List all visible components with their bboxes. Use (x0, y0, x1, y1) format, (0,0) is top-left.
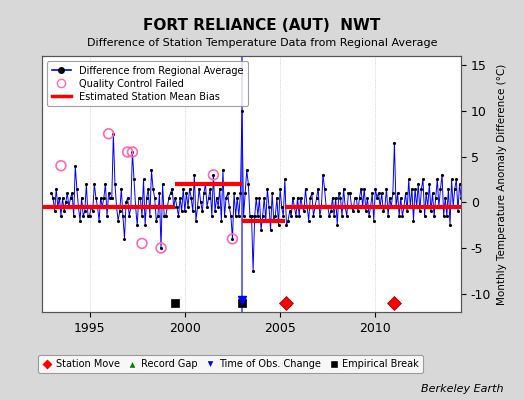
Point (57, 162, 65, 169)
Point (138, 240, 146, 247)
Point (209, 172, 217, 178)
Text: FORT RELIANCE (AUT)  NWT: FORT RELIANCE (AUT) NWT (143, 18, 381, 33)
Legend: Station Move, Record Gap, Time of Obs. Change, Empirical Break: Station Move, Record Gap, Time of Obs. C… (38, 355, 423, 373)
Y-axis label: Monthly Temperature Anomaly Difference (°C): Monthly Temperature Anomaly Difference (… (497, 63, 507, 305)
Text: Difference of Station Temperature Data from Regional Average: Difference of Station Temperature Data f… (87, 38, 437, 48)
Point (228, 236, 237, 242)
Point (104, 130, 113, 137)
Point (157, 245, 165, 251)
Text: Berkeley Earth: Berkeley Earth (421, 384, 503, 394)
Point (124, 149, 132, 155)
Legend: Difference from Regional Average, Quality Control Failed, Estimated Station Mean: Difference from Regional Average, Qualit… (47, 61, 248, 106)
Point (128, 149, 137, 155)
